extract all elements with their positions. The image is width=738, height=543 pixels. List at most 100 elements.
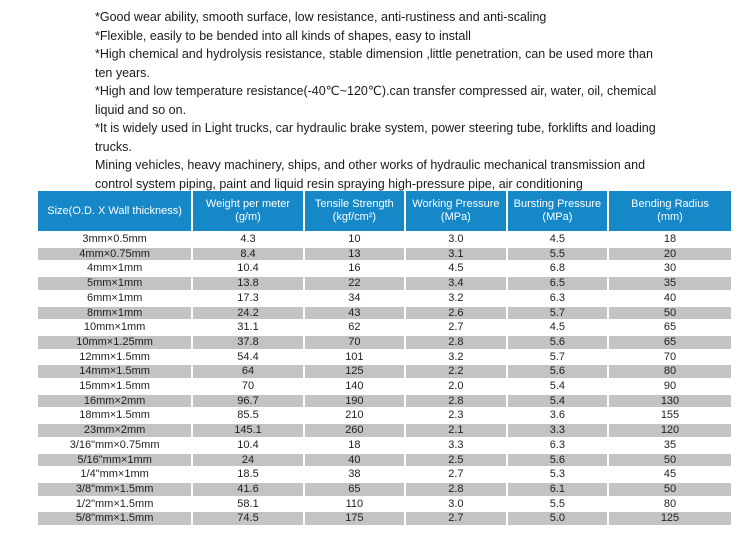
table-cell: 64 [193,365,305,381]
table-cell: 3.2 [405,350,508,366]
table-cell: 3.0 [405,497,508,513]
table-cell: 2.6 [405,306,508,322]
table-cell: 18.5 [193,468,305,483]
table-cell: 101 [304,350,406,366]
table-cell: 4.3 [193,233,305,248]
table-cell: 23mm×2mm [38,424,194,439]
column-header: Bursting Pressure (MPa) [507,191,609,233]
table-cell: 2.7 [405,512,508,528]
table-cell: 31.1 [193,321,305,336]
table-cell: 2.1 [405,424,508,439]
table-cell: 10mm×1mm [38,321,194,336]
table-row: 18mm×1.5mm 85.5 210 2.3 3.6 155 [38,409,731,425]
table-row: 4mm×1mm 10.4 16 4.5 6.8 30 [38,262,731,278]
column-header: Size(O.D. X Wall thickness) [38,191,194,233]
table-cell: 5mm×1mm [38,277,194,292]
table-cell: 13 [304,247,406,263]
table-cell: 155 [608,409,731,425]
table-cell: 40 [608,291,731,307]
table-row: 10mm×1mm 31.1 62 2.7 4.5 65 [38,321,731,336]
table-row: 5/16"mm×1mm 24 40 2.5 5.6 50 [38,453,731,469]
table-cell: 210 [304,409,406,425]
intro-paragraph: *It is widely used in Light trucks, car … [95,121,656,154]
table-cell: 3.0 [405,233,508,248]
column-header-line2: (MPa) [542,211,573,223]
spec-table: Size(O.D. X Wall thickness) Weight per me… [38,191,731,528]
table-cell: 12mm×1.5mm [38,350,194,366]
column-header-line2: (g/m) [235,211,261,223]
table-cell: 58.1 [193,497,305,513]
table-cell: 10 [304,233,406,248]
column-header: Weight per meter (g/m) [193,191,305,233]
table-cell: 10.4 [193,438,305,454]
table-cell: 5.6 [507,365,609,381]
table-cell: 80 [608,497,731,513]
table-cell: 3/16"mm×0.75mm [38,438,194,454]
table-cell: 15mm×1.5mm [38,380,194,395]
column-header: Working Pressure (MPa) [405,191,508,233]
table-cell: 18 [304,438,406,454]
table-row: 3/16"mm×0.75mm 10.4 18 3.3 6.3 35 [38,438,731,454]
table-cell: 54.4 [193,350,305,366]
table-cell: 5.7 [507,306,609,322]
column-header: Tensile Strength (kgf/cm²) [304,191,406,233]
column-header: Bending Radius (mm) [608,191,731,233]
table-cell: 35 [608,438,731,454]
table-cell: 5.0 [507,512,609,528]
table-cell: 70 [193,380,305,395]
table-cell: 80 [608,365,731,381]
table-cell: 1/4"mm×1mm [38,468,194,483]
table-row: 1/4"mm×1mm 18.5 38 2.7 5.3 45 [38,468,731,483]
table-cell: 5.4 [507,380,609,395]
column-header-line2: (mm) [657,211,683,223]
table-cell: 2.7 [405,468,508,483]
table-cell: 2.7 [405,321,508,336]
column-header-line2: (kgf/cm²) [332,211,377,223]
table-cell: 38 [304,468,406,483]
table-cell: 260 [304,424,406,439]
table-cell: 175 [304,512,406,528]
table-cell: 4mm×0.75mm [38,247,194,263]
table-cell: 3.3 [507,424,609,439]
table-cell: 5.6 [507,453,609,469]
intro-paragraph: Mining vehicles, heavy machinery, ships,… [95,158,646,191]
column-header-line1: Bursting Pressure [513,198,602,210]
table-cell: 34 [304,291,406,307]
table-cell: 6mm×1mm [38,291,194,307]
table-cell: 43 [304,306,406,322]
intro-paragraph: *Flexible, easily to be bended into all … [95,28,471,43]
table-cell: 6.5 [507,277,609,292]
table-body: 3mm×0.5mm 4.3 10 3.0 4.5 18 4mm×0.75mm 8.4 13 3.1… [38,233,731,528]
table-cell: 13.8 [193,277,305,292]
table-cell: 3.6 [507,409,609,425]
table-cell: 145.1 [193,424,305,439]
table-cell: 4.5 [507,233,609,248]
table-cell: 70 [608,350,731,366]
table-cell: 4.5 [405,262,508,278]
table-row: 5/8"mm×1.5mm 74.5 175 2.7 5.0 125 [38,512,731,528]
intro-paragraph: *High chemical and hydrolysis resistance… [95,47,653,80]
table-cell: 22 [304,277,406,292]
table-row: 6mm×1mm 17.3 34 3.2 6.3 40 [38,291,731,307]
table-cell: 5.5 [507,497,609,513]
table-cell: 5.6 [507,335,609,351]
table-cell: 110 [304,497,406,513]
table-cell: 2.0 [405,380,508,395]
table-row: 12mm×1.5mm 54.4 101 3.2 5.7 70 [38,350,731,366]
table-cell: 17.3 [193,291,305,307]
table-cell: 8mm×1mm [38,306,194,322]
table-cell: 70 [304,335,406,351]
table-cell: 20 [608,247,731,263]
table-cell: 125 [608,512,731,528]
table-cell: 6.8 [507,262,609,278]
table-cell: 6.1 [507,482,609,498]
table-cell: 30 [608,262,731,278]
table-cell: 125 [304,365,406,381]
table-row: 5mm×1mm 13.8 22 3.4 6.5 35 [38,277,731,292]
column-header-line2: (MPa) [440,211,471,223]
table-cell: 10.4 [193,262,305,278]
table-cell: 65 [304,482,406,498]
table-cell: 37.8 [193,335,305,351]
table-cell: 5/16"mm×1mm [38,453,194,469]
table-cell: 16 [304,262,406,278]
